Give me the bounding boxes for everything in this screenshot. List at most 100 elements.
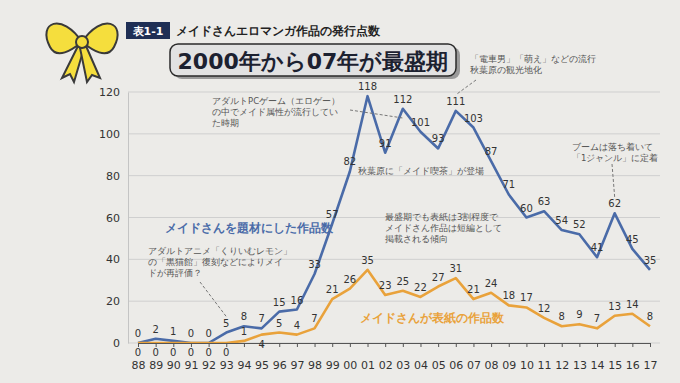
data-label: 91 xyxy=(379,138,392,149)
x-tick-label: 04 xyxy=(414,359,428,372)
figure-label: 表1-1 xyxy=(132,25,164,38)
data-label: 54 xyxy=(555,215,568,226)
data-label: 13 xyxy=(608,301,621,312)
data-label: 112 xyxy=(393,94,412,105)
chart: 表1-1メイドさんエロマンガ作品の発行点数2000年から07年が最盛期02040… xyxy=(0,0,680,383)
annotation-text: メイドさん作品は短編として xyxy=(385,223,502,233)
x-tick-label: 16 xyxy=(626,359,640,372)
data-label: 26 xyxy=(343,274,356,285)
y-tick-label: 60 xyxy=(106,212,120,225)
x-tick: 10 xyxy=(520,343,534,372)
bow-knot xyxy=(76,36,88,48)
x-tick: 14 xyxy=(591,343,605,372)
x-tick: 05 xyxy=(432,343,446,372)
x-tick-label: 88 xyxy=(132,359,146,372)
data-label: 8 xyxy=(559,311,565,322)
x-tick-label: 11 xyxy=(538,359,552,372)
data-label: 33 xyxy=(308,259,321,270)
x-tick-mark xyxy=(456,343,457,347)
x-tick-mark xyxy=(385,343,386,347)
annotation-text: 秋葉原の観光地化 xyxy=(470,65,542,75)
y-tick-label: 0 xyxy=(113,337,120,350)
data-label: 103 xyxy=(464,113,483,124)
x-tick-label: 00 xyxy=(343,359,357,372)
y-tick-label: 100 xyxy=(99,128,120,141)
y-tick: 120 xyxy=(99,86,128,99)
data-label: 52 xyxy=(573,219,586,230)
x-tick-mark xyxy=(368,343,369,347)
x-tick-mark xyxy=(526,343,527,347)
x-tick: 92 xyxy=(202,343,216,372)
figure-label-box xyxy=(126,22,170,39)
y-tick: 20 xyxy=(106,295,128,308)
x-tick: 90 xyxy=(167,343,181,372)
data-label: 8 xyxy=(647,311,653,322)
data-label: 71 xyxy=(502,179,515,190)
y-tick-label: 20 xyxy=(106,295,120,308)
x-tick: 89 xyxy=(149,343,163,372)
data-label: 25 xyxy=(396,276,409,287)
data-label: 27 xyxy=(432,272,445,283)
data-label: 12 xyxy=(538,303,551,314)
data-label: 7 xyxy=(258,313,264,324)
x-tick: 01 xyxy=(361,343,375,372)
x-tick-mark xyxy=(562,343,563,347)
data-label: 8 xyxy=(241,311,247,322)
annotation-text: 「電車男」「萌え」などの流行 xyxy=(470,54,596,64)
data-label: 4 xyxy=(294,320,300,331)
plot-area xyxy=(138,96,650,343)
y-tick: 40 xyxy=(106,253,128,266)
data-label: 0 xyxy=(223,347,229,358)
x-tick-mark xyxy=(279,343,280,347)
annotation-leader xyxy=(350,110,403,118)
data-label: 22 xyxy=(414,282,427,293)
annotation-text: 最盛期でも表紙は3割程度で xyxy=(385,212,499,222)
grid xyxy=(128,92,660,343)
x-tick-label: 05 xyxy=(432,359,446,372)
data-label: 5 xyxy=(276,318,282,329)
y-tick: 60 xyxy=(106,212,128,225)
x-tick: 16 xyxy=(626,343,640,372)
annotation-text: た時期 xyxy=(212,118,239,128)
x-tick-mark xyxy=(579,343,580,347)
grid-line xyxy=(128,301,660,302)
data-label: 0 xyxy=(188,347,194,358)
data-label: 35 xyxy=(644,255,657,266)
x-tick: 13 xyxy=(573,343,587,372)
x-tick-mark xyxy=(615,343,616,347)
x-tick: 02 xyxy=(379,343,393,372)
data-label: 118 xyxy=(358,81,377,92)
data-label: 35 xyxy=(361,255,374,266)
x-tick-label: 10 xyxy=(520,359,534,372)
x-tick: 04 xyxy=(414,343,428,372)
y-tick: 100 xyxy=(99,128,128,141)
data-label: 101 xyxy=(411,117,430,128)
data-label: 60 xyxy=(520,203,533,214)
x-tick-mark xyxy=(473,343,474,347)
ribbon-bow xyxy=(46,23,117,82)
data-label: 87 xyxy=(485,146,498,157)
y-tick-label: 120 xyxy=(99,86,120,99)
x-tick-label: 14 xyxy=(591,359,605,372)
data-label: 1 xyxy=(241,326,247,337)
data-label: 0 xyxy=(152,347,158,358)
data-label: 45 xyxy=(626,234,639,245)
y-tick-label: 40 xyxy=(106,253,120,266)
annotation-leader xyxy=(200,282,226,317)
data-label: 93 xyxy=(432,133,445,144)
annotation-text: 「1ジャンル」に定着 xyxy=(572,153,658,163)
x-tick-label: 03 xyxy=(396,359,410,372)
x-tick-mark xyxy=(544,343,545,347)
x-tick: 03 xyxy=(396,343,410,372)
data-label: 0 xyxy=(170,347,176,358)
background xyxy=(0,0,680,383)
x-tick-label: 95 xyxy=(255,359,269,372)
x-tick-label: 99 xyxy=(326,359,340,372)
data-label: 24 xyxy=(485,278,498,289)
data-label: 0 xyxy=(205,328,211,339)
data-label: 1 xyxy=(170,326,176,337)
x-tick-label: 09 xyxy=(502,359,516,372)
x-tick: 08 xyxy=(485,343,499,372)
x-tick: 09 xyxy=(502,343,516,372)
x-tick-mark xyxy=(420,343,421,347)
